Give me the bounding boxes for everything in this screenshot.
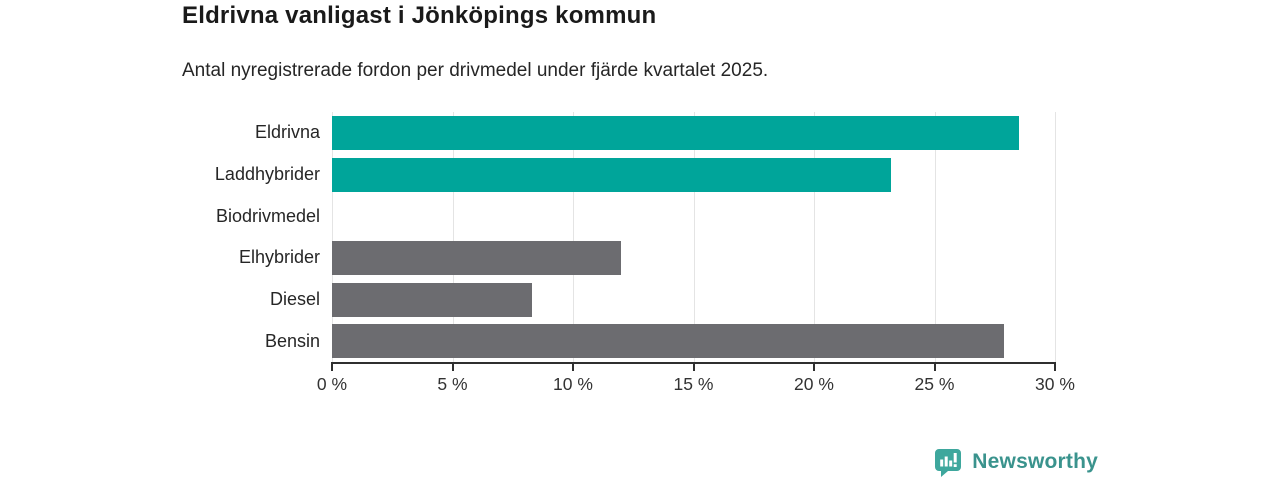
bar-row xyxy=(332,112,1055,154)
x-axis-tick-label: 25 % xyxy=(914,374,955,394)
chart-title: Eldrivna vanligast i Jönköpings kommun xyxy=(182,2,657,29)
x-axis-tick-label: 15 % xyxy=(673,374,714,394)
gridline xyxy=(814,112,815,362)
x-axis-tick-label: 20 % xyxy=(794,374,834,394)
gridline xyxy=(573,112,574,362)
bar-row xyxy=(332,154,1055,196)
gridline xyxy=(452,112,454,362)
chart-subtitle: Antal nyregistrerade fordon per drivmede… xyxy=(182,60,769,81)
bar-chart-plot-area xyxy=(332,112,1056,362)
bar-laddhybrider xyxy=(332,157,892,192)
category-label-biodrivmedel: Biodrivmedel xyxy=(215,205,320,226)
x-axis-tick xyxy=(692,362,695,371)
gridline xyxy=(1055,112,1056,362)
x-axis-tick-label: 10 % xyxy=(553,374,593,394)
x-axis: 0 % 5 % 10 % 15 % 20 % 25 % 30 % xyxy=(317,362,1075,402)
newsworthy-icon xyxy=(935,449,962,477)
category-label-laddhybrider: Laddhybrider xyxy=(214,164,320,184)
category-label-diesel: Diesel xyxy=(269,289,320,310)
x-axis-tick xyxy=(933,362,936,371)
x-axis-tick xyxy=(572,362,574,371)
x-axis-tick-label: 0 % xyxy=(316,374,348,394)
x-axis-tick-label: 30 % xyxy=(1035,374,1075,394)
bar-eldrivna xyxy=(332,115,1019,150)
x-axis-tick xyxy=(451,362,454,371)
x-axis-tick xyxy=(813,362,815,371)
gridline xyxy=(332,112,333,362)
category-label-bensin: Bensin xyxy=(264,330,320,351)
bar-elhybrider xyxy=(332,240,622,275)
category-axis-labels: Eldrivna Laddhybrider Biodrivmedel Elhybrid… xyxy=(0,112,320,362)
category-label-eldrivna: Eldrivna xyxy=(254,122,320,143)
newsworthy-brand-name: Newsworthy xyxy=(972,450,1098,473)
gridline xyxy=(934,112,936,362)
x-axis-tick xyxy=(1054,362,1056,371)
bar-diesel xyxy=(332,282,533,317)
bar-bensin xyxy=(332,324,1005,359)
x-axis-tick xyxy=(331,362,333,371)
gridline xyxy=(693,112,695,362)
category-label-elhybrider: Elhybrider xyxy=(238,247,320,268)
newsworthy-logo[interactable]: Newsworthy xyxy=(932,446,1098,478)
bar-row xyxy=(332,279,1055,321)
bar-row xyxy=(332,237,1055,279)
bar-row xyxy=(332,320,1055,362)
x-axis-tick-label: 5 % xyxy=(437,374,468,394)
